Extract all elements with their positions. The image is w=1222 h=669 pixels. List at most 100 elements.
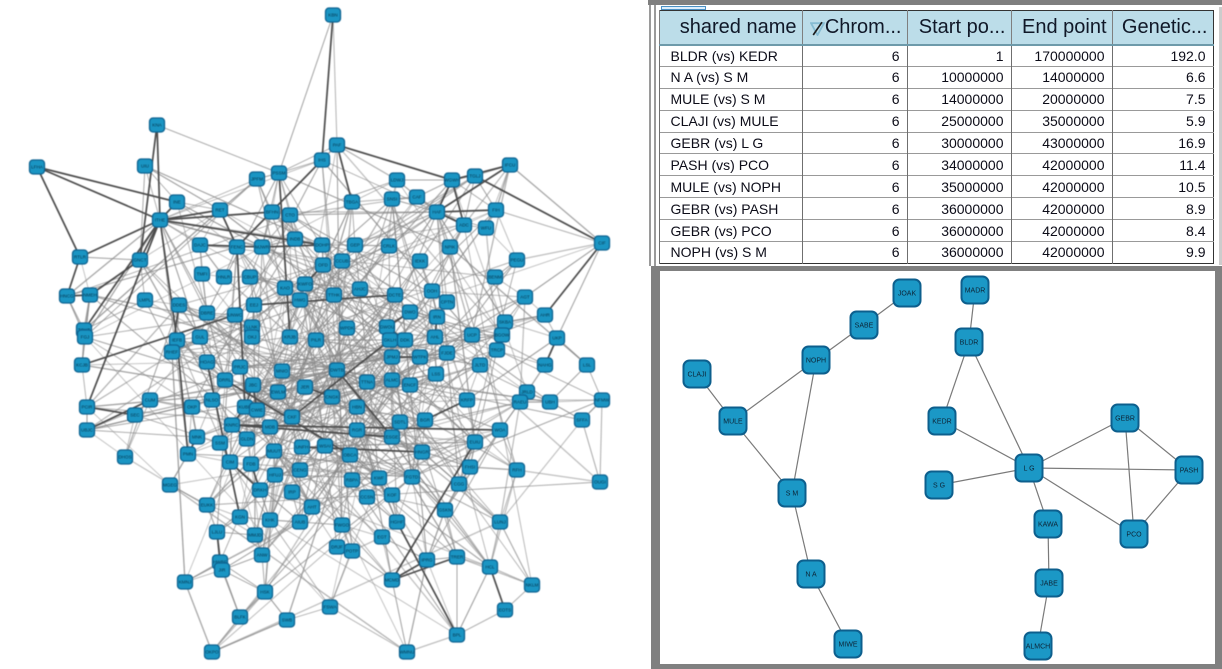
svg-text:CBUP: CBUP	[244, 275, 257, 280]
svg-text:ENCF: ENCF	[404, 383, 417, 388]
svg-text:TRCP: TRCP	[491, 348, 504, 353]
svg-text:EUIU: EUIU	[470, 440, 481, 445]
svg-text:KWFO: KWFO	[298, 282, 312, 287]
svg-text:S G: S G	[933, 483, 945, 490]
svg-text:HWBF: HWBF	[213, 560, 227, 565]
svg-text:JIR: JIR	[219, 568, 227, 573]
svg-text:IHS: IHS	[318, 158, 326, 163]
svg-text:CWIE: CWIE	[251, 408, 263, 413]
svg-text:KHK: KHK	[265, 518, 275, 523]
svg-text:OBCA: OBCA	[343, 453, 357, 458]
svg-text:DOHP: DOHP	[315, 243, 328, 248]
svg-text:DDK: DDK	[400, 338, 411, 343]
svg-text:IRN: IRN	[433, 315, 441, 320]
svg-text:UIU: UIU	[141, 164, 149, 169]
svg-text:FIH: FIH	[492, 208, 499, 213]
svg-text:KUBD: KUBD	[239, 405, 252, 410]
svg-text:RGR: RGR	[352, 428, 363, 433]
svg-text:CENG: CENG	[293, 468, 307, 473]
svg-text:CCUB: CCUB	[335, 259, 348, 264]
svg-text:PMN: PMN	[183, 452, 193, 457]
svg-text:BGR: BGR	[420, 418, 431, 423]
svg-text:GEBR: GEBR	[1115, 416, 1135, 423]
svg-text:DAJC: DAJC	[194, 243, 207, 248]
svg-text:FHSI: FHSI	[465, 465, 475, 470]
svg-text:TTNA: TTNA	[361, 380, 374, 385]
svg-text:CUM: CUM	[145, 398, 156, 403]
svg-text:IRP: IRP	[288, 490, 296, 495]
svg-text:KGN: KGN	[235, 515, 245, 520]
svg-text:CTO: CTO	[285, 213, 295, 218]
svg-text:KNA: KNA	[152, 123, 162, 128]
svg-text:BFHN: BFHN	[266, 210, 279, 215]
svg-text:TTHK: TTHK	[328, 293, 341, 298]
svg-text:OKP: OKP	[187, 405, 197, 410]
svg-text:NPIK: NPIK	[445, 245, 457, 250]
svg-text:UCP: UCP	[467, 333, 477, 338]
svg-text:GKLH: GKLH	[384, 338, 397, 343]
svg-text:DRJF: DRJF	[331, 545, 343, 550]
svg-text:EEJ: EEJ	[250, 303, 258, 308]
svg-text:KAWA: KAWA	[1038, 522, 1058, 529]
svg-text:N A: N A	[805, 572, 817, 579]
svg-text:EGT: EGT	[377, 535, 387, 540]
svg-text:HSK: HSK	[260, 590, 270, 595]
svg-text:FENC: FENC	[231, 245, 244, 250]
svg-text:FSWA: FSWA	[323, 605, 337, 610]
svg-text:WMNU: WMNU	[400, 650, 415, 655]
svg-text:DHOS: DHOS	[118, 455, 131, 460]
svg-text:CNGK: CNGK	[325, 395, 339, 400]
svg-text:WFU: WFU	[481, 226, 491, 231]
svg-text:MNK: MNK	[192, 435, 203, 440]
svg-text:IFCU: IFCU	[505, 163, 516, 168]
svg-text:FGTD: FGTD	[406, 475, 419, 480]
svg-text:PCIR: PCIR	[82, 405, 94, 410]
svg-text:AHL: AHL	[431, 335, 440, 340]
svg-text:LJLU: LJLU	[212, 530, 223, 535]
svg-text:EUKK: EUKK	[201, 503, 214, 508]
svg-text:WPDK: WPDK	[340, 326, 355, 331]
svg-text:PILR: PILR	[311, 338, 322, 343]
svg-text:L G: L G	[1023, 466, 1034, 473]
svg-text:NMEH: NMEH	[83, 293, 97, 298]
svg-text:RTLR: RTLR	[74, 255, 87, 260]
svg-text:HWG: HWG	[294, 298, 306, 303]
svg-text:UBH: UBH	[545, 400, 555, 405]
svg-text:KBN: KBN	[328, 13, 337, 18]
svg-text:FJDE: FJDE	[441, 351, 452, 356]
svg-text:BPL: BPL	[453, 633, 462, 638]
svg-text:WOA: WOA	[495, 428, 507, 433]
svg-text:MGEG: MGEG	[163, 483, 177, 488]
svg-text:MCMD: MCMD	[385, 578, 400, 583]
svg-text:BLFK: BLFK	[234, 615, 246, 620]
svg-text:MADR: MADR	[965, 288, 986, 295]
svg-text:LSS: LSS	[432, 372, 441, 377]
svg-text:MMJD: MMJD	[248, 533, 262, 538]
svg-text:NLSO: NLSO	[206, 398, 219, 403]
svg-text:ALMC: ALMC	[386, 378, 399, 383]
svg-text:CLAJI: CLAJI	[687, 372, 706, 379]
svg-text:ITHE: ITHE	[155, 218, 165, 223]
svg-text:FDB: FDB	[246, 462, 255, 467]
svg-text:KEDR: KEDR	[932, 419, 951, 426]
svg-text:INDB: INDB	[290, 237, 301, 242]
svg-text:UNWC: UNWC	[228, 313, 243, 318]
svg-text:JPMJ: JPMJ	[386, 355, 397, 360]
svg-text:POTP: POTP	[346, 549, 359, 554]
svg-text:ANW: ANW	[257, 553, 268, 558]
svg-text:RHEF: RHEF	[166, 350, 179, 355]
svg-text:LSL: LSL	[583, 363, 592, 368]
svg-text:PASH: PASH	[1180, 468, 1199, 475]
svg-text:JOAK: JOAK	[898, 291, 917, 298]
svg-text:CAF: CAF	[412, 195, 421, 200]
svg-text:IPRG: IPRG	[421, 558, 433, 563]
svg-text:GSKN: GSKN	[438, 508, 451, 513]
svg-text:LLNK: LLNK	[246, 325, 258, 330]
svg-text:KOF: KOF	[387, 493, 397, 498]
svg-text:HOAG: HOAG	[200, 360, 214, 365]
svg-text:UNFH: UNFH	[296, 445, 309, 450]
svg-text:HCL: HCL	[485, 565, 495, 570]
svg-text:KNRC: KNRC	[225, 423, 239, 428]
svg-text:MNIO: MNIO	[276, 369, 288, 374]
svg-text:BLDR: BLDR	[960, 340, 979, 347]
